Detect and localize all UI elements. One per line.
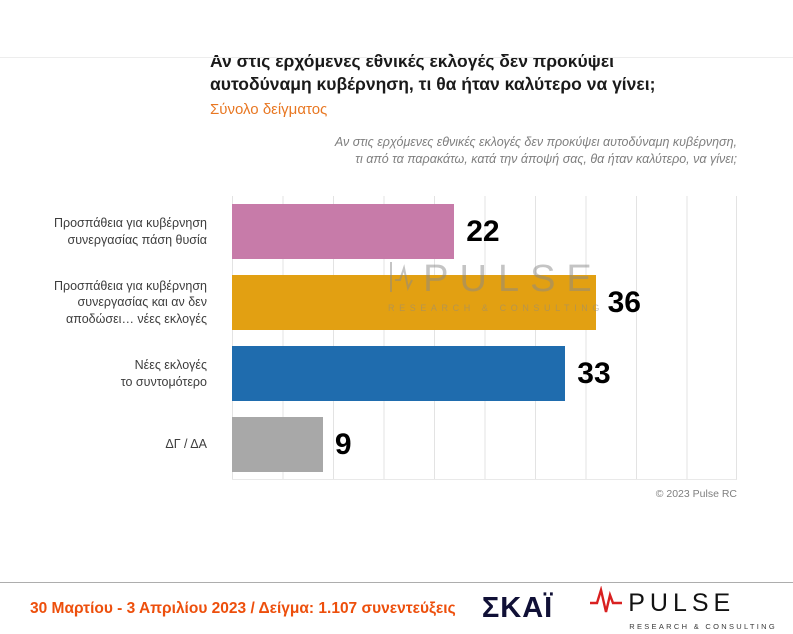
- pulse-logo-tagline: RESEARCH & CONSULTING: [629, 622, 777, 631]
- value-label: 36: [607, 285, 641, 319]
- bar: [232, 275, 596, 330]
- bar-track: 33: [232, 346, 737, 401]
- category-label: Νέες εκλογές το συντομότερο: [120, 358, 207, 389]
- pulse-waveform-icon: [589, 585, 623, 621]
- survey-info-text: 30 Μαρτίου - 3 Απριλίου 2023 / Δείγμα: 1…: [30, 599, 456, 617]
- survey-question-note: Αν στις ερχόμενες εθνικές εκλογές δεν πρ…: [334, 134, 737, 166]
- category-label: Προσπάθεια για κυβέρνηση συνεργασίας και…: [53, 278, 207, 326]
- bar: [232, 417, 323, 472]
- top-divider: [0, 57, 793, 58]
- category-label: ΔΓ / ΔΑ: [165, 437, 207, 452]
- skai-logo: ΣΚΑΪ: [481, 592, 554, 624]
- poll-slide: Αν στις ερχόμενες εθνικές εκλογές δεν πρ…: [0, 50, 793, 631]
- bar: [232, 346, 566, 401]
- bar-row: Προσπάθεια για κυβέρνηση συνεργασίας και…: [0, 267, 793, 338]
- pulse-logo: PULSE RESEARCH & CONSULTING: [589, 585, 777, 631]
- bar-track: 36: [232, 275, 737, 330]
- bar-row: Προσπάθεια για κυβέρνηση συνεργασίας πάσ…: [0, 196, 793, 267]
- page-title: Αν στις ερχόμενες εθνικές εκλογές δεν πρ…: [210, 51, 656, 94]
- bar-row: ΔΓ / ΔΑ 9: [0, 409, 793, 480]
- bar-rows: Προσπάθεια για κυβέρνηση συνεργασίας πάσ…: [0, 196, 793, 480]
- footer: 30 Μαρτίου - 3 Απριλίου 2023 / Δείγμα: 1…: [0, 582, 793, 634]
- bar-track: 9: [232, 417, 737, 472]
- bar: [232, 204, 455, 259]
- value-label: 22: [466, 214, 500, 248]
- value-label: 33: [577, 356, 611, 390]
- pulse-logo-name: PULSE: [628, 589, 736, 617]
- header: Αν στις ερχόμενες εθνικές εκλογές δεν πρ…: [210, 50, 793, 118]
- pulse-logo-row: PULSE: [589, 585, 736, 621]
- value-label: 9: [334, 427, 352, 461]
- category-label: Προσπάθεια για κυβέρνηση συνεργασίας πάσ…: [53, 216, 207, 247]
- copyright-text: © 2023 Pulse RC: [655, 488, 737, 500]
- bar-row: Νέες εκλογές το συντομότερο 33: [0, 338, 793, 409]
- sample-subtitle: Σύνολο δείγματος: [210, 100, 328, 118]
- bar-track: 22: [232, 204, 737, 259]
- bar-chart: Προσπάθεια για κυβέρνηση συνεργασίας πάσ…: [0, 196, 793, 480]
